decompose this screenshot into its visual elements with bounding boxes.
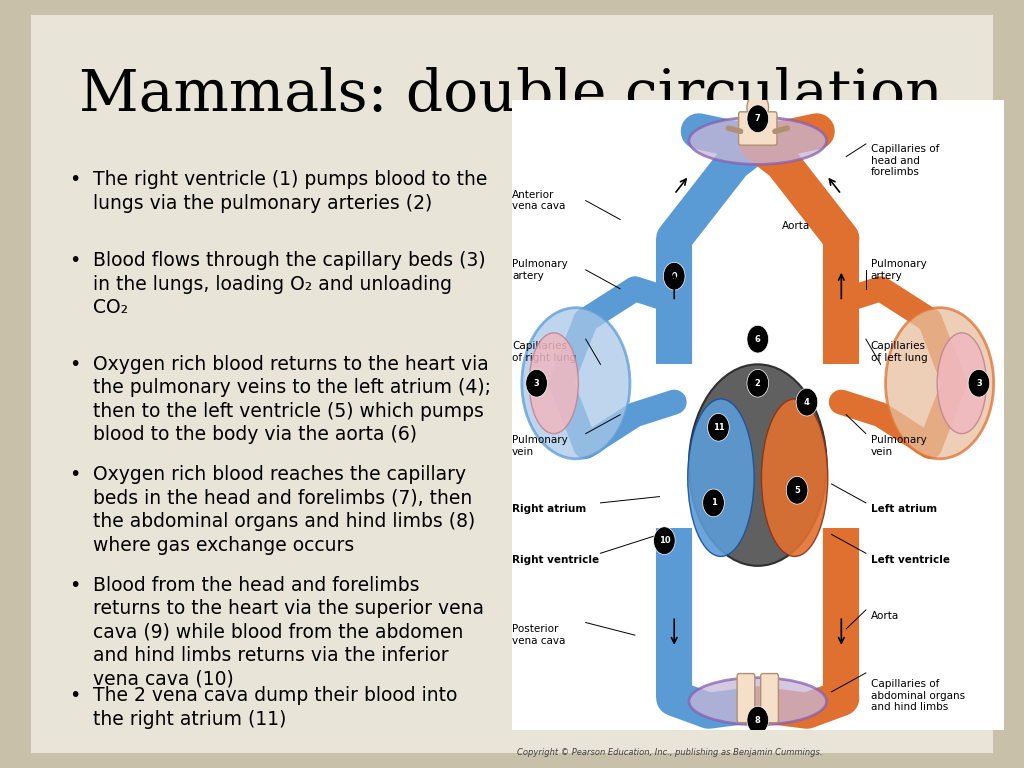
Text: 9: 9 <box>672 272 677 280</box>
Text: Blood from the head and forelimbs
returns to the heart via the superior vena
cav: Blood from the head and forelimbs return… <box>93 576 484 689</box>
Circle shape <box>746 369 769 397</box>
Text: Anterior
vena cava: Anterior vena cava <box>512 190 565 211</box>
Text: 8: 8 <box>755 716 761 725</box>
Ellipse shape <box>689 118 826 164</box>
Text: Blood flows through the capillary beds (3)
in the lungs, loading O₂ and unloadin: Blood flows through the capillary beds (… <box>93 251 486 317</box>
Text: 7: 7 <box>755 114 761 123</box>
Text: Oxygen rich blood returns to the heart via
the pulmonary veins to the left atriu: Oxygen rich blood returns to the heart v… <box>93 355 492 444</box>
Text: •: • <box>70 465 81 484</box>
Text: Aorta: Aorta <box>782 220 811 231</box>
Text: Left ventricle: Left ventricle <box>870 554 950 564</box>
Text: 11: 11 <box>713 423 724 432</box>
Text: Capillaries
of right lung: Capillaries of right lung <box>512 341 577 362</box>
Text: 1: 1 <box>711 498 717 508</box>
Ellipse shape <box>886 308 993 458</box>
Circle shape <box>702 489 724 517</box>
Text: •: • <box>70 251 81 270</box>
Text: •: • <box>70 170 81 189</box>
Circle shape <box>968 369 990 397</box>
Text: Capillaries
of left lung: Capillaries of left lung <box>870 341 928 362</box>
Text: The right ventricle (1) pumps blood to the
lungs via the pulmonary arteries (2): The right ventricle (1) pumps blood to t… <box>93 170 487 213</box>
Circle shape <box>796 389 818 416</box>
Text: Capillaries of
abdominal organs
and hind limbs: Capillaries of abdominal organs and hind… <box>870 679 965 713</box>
Ellipse shape <box>688 399 754 556</box>
Text: The 2 vena cava dump their blood into
the right atrium (11): The 2 vena cava dump their blood into th… <box>93 687 458 729</box>
FancyBboxPatch shape <box>738 112 777 145</box>
Text: Capillaries of
head and
forelimbs: Capillaries of head and forelimbs <box>870 144 939 177</box>
Text: Left atrium: Left atrium <box>870 504 937 515</box>
Text: 6: 6 <box>755 335 761 343</box>
Text: 10: 10 <box>658 536 670 545</box>
Text: 4: 4 <box>804 398 810 406</box>
Text: Right atrium: Right atrium <box>512 504 587 515</box>
Ellipse shape <box>522 308 630 458</box>
Text: Pulmonary
artery: Pulmonary artery <box>870 259 927 280</box>
Text: 3: 3 <box>976 379 982 388</box>
Text: Pulmonary
vein: Pulmonary vein <box>870 435 927 457</box>
Text: •: • <box>70 355 81 373</box>
Circle shape <box>708 413 729 441</box>
Text: Oxygen rich blood reaches the capillary
beds in the head and forelimbs (7), then: Oxygen rich blood reaches the capillary … <box>93 465 475 554</box>
Text: Aorta: Aorta <box>870 611 899 621</box>
Text: Pulmonary
vein: Pulmonary vein <box>512 435 567 457</box>
FancyBboxPatch shape <box>761 674 778 723</box>
Circle shape <box>786 476 808 504</box>
Circle shape <box>653 527 675 554</box>
Ellipse shape <box>529 333 579 434</box>
Circle shape <box>746 707 769 734</box>
Ellipse shape <box>937 333 986 434</box>
Ellipse shape <box>689 364 826 566</box>
FancyBboxPatch shape <box>737 674 755 723</box>
Text: Right ventricle: Right ventricle <box>512 554 599 564</box>
Text: Mammals: double circulation: Mammals: double circulation <box>79 67 943 123</box>
Text: 5: 5 <box>795 486 800 495</box>
Circle shape <box>746 94 769 121</box>
Ellipse shape <box>689 677 826 725</box>
Circle shape <box>746 326 769 353</box>
Text: Pulmonary
artery: Pulmonary artery <box>512 259 567 280</box>
Text: Copyright © Pearson Education, Inc., publishing as Benjamin Cummings.: Copyright © Pearson Education, Inc., pub… <box>517 749 822 757</box>
FancyBboxPatch shape <box>22 8 1002 760</box>
Text: 2: 2 <box>755 379 761 388</box>
Ellipse shape <box>762 399 827 556</box>
Circle shape <box>525 369 548 397</box>
Circle shape <box>664 263 685 290</box>
Text: •: • <box>70 687 81 705</box>
Text: Posterior
vena cava: Posterior vena cava <box>512 624 565 646</box>
Circle shape <box>746 105 769 133</box>
Text: •: • <box>70 576 81 594</box>
Text: 3: 3 <box>534 379 540 388</box>
FancyBboxPatch shape <box>512 100 1004 730</box>
